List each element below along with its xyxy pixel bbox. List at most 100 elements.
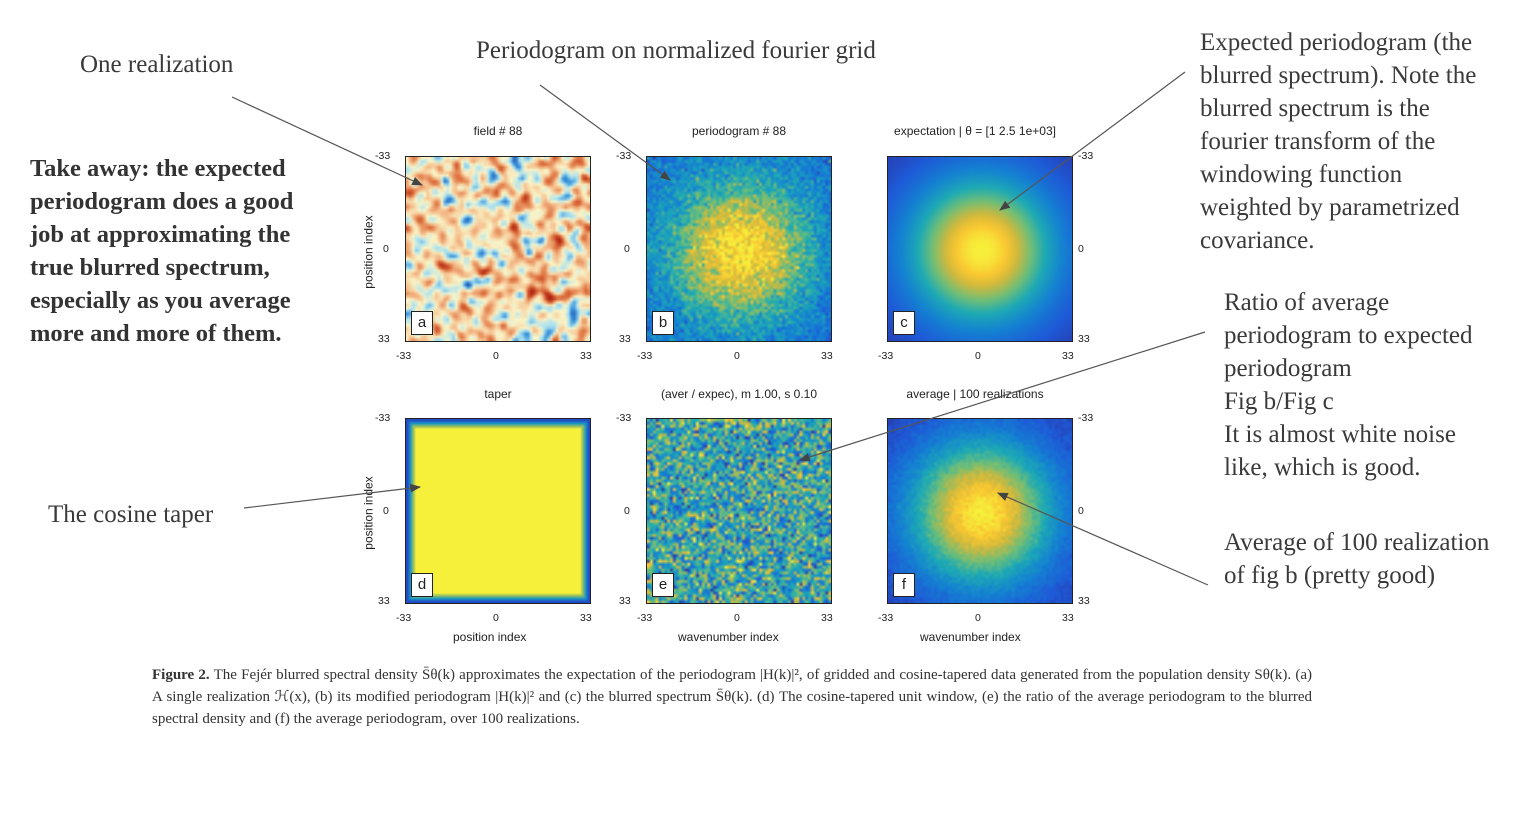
ytick-a-mid: 0 bbox=[383, 243, 389, 255]
average-heatmap bbox=[888, 419, 1072, 603]
annotation-line: periodogram bbox=[1224, 355, 1352, 382]
annotation-line: windowing function bbox=[1200, 161, 1403, 188]
ytick-a-high: 33 bbox=[378, 333, 390, 345]
caption-text: The Fejér blurred spectral density S̄θ(k… bbox=[152, 667, 1313, 727]
ytick-e-high: 33 bbox=[619, 595, 631, 607]
xtick-b-mid: 0 bbox=[734, 350, 740, 362]
takeaway-line: true blurred spectrum, bbox=[30, 254, 270, 281]
xtick-a-high: 33 bbox=[580, 350, 592, 362]
xtick-c-high: 33 bbox=[1062, 350, 1074, 362]
panel-title-d: taper bbox=[484, 387, 512, 401]
takeaway-text: Take away: the expected periodogram does… bbox=[30, 152, 293, 350]
panel-ratio: e bbox=[646, 418, 832, 604]
takeaway-line: more and more of them. bbox=[30, 320, 282, 347]
ytick-f-high: 33 bbox=[1078, 595, 1090, 607]
takeaway-line: job at approximating the bbox=[30, 221, 291, 248]
panel-label-e: e bbox=[652, 573, 674, 597]
ytick-e-low: -33 bbox=[616, 412, 632, 424]
annotation-line: Fig b/Fig c bbox=[1224, 388, 1334, 415]
figure-caption: Figure 2. The Fejér blurred spectral den… bbox=[152, 664, 1312, 730]
arrow-cosine-taper bbox=[243, 483, 422, 509]
annotation-periodogram-grid: Periodogram on normalized fourier grid bbox=[476, 37, 876, 64]
panel-taper: d bbox=[405, 418, 591, 604]
annotation-line: weighted by parametrized bbox=[1200, 194, 1460, 221]
annotation-one-realization: One realization bbox=[80, 51, 234, 78]
ytick-b-low: -33 bbox=[616, 150, 632, 162]
annotation-line: blurred spectrum). Note the bbox=[1200, 62, 1477, 89]
caption-label: Figure 2. bbox=[152, 667, 210, 683]
ytick-a-low: -33 bbox=[375, 150, 391, 162]
panel-label-b: b bbox=[652, 311, 674, 335]
ytick-e-mid: 0 bbox=[624, 505, 630, 517]
xtick-a-mid: 0 bbox=[493, 350, 499, 362]
ytick-b-high: 33 bbox=[619, 333, 631, 345]
annotation-line: Average of 100 realization bbox=[1224, 529, 1490, 556]
panel-expectation: c bbox=[887, 156, 1073, 342]
xtick-b-high: 33 bbox=[821, 350, 833, 362]
annotation-line: Ratio of average bbox=[1224, 289, 1390, 316]
xtick-f-high: 33 bbox=[1062, 612, 1074, 624]
xlabel-wavenumber-index-f: wavenumber index bbox=[920, 630, 1021, 644]
panel-title-f: average | 100 realizations bbox=[906, 387, 1044, 401]
arrow-average bbox=[997, 492, 1209, 586]
panel-label-c: c bbox=[893, 311, 915, 335]
arrow-ratio bbox=[798, 331, 1206, 462]
xtick-c-low: -33 bbox=[878, 350, 894, 362]
ytick-b-mid: 0 bbox=[624, 243, 630, 255]
ytick-f-mid: 0 bbox=[1078, 505, 1084, 517]
arrow-periodogram bbox=[539, 84, 671, 181]
xtick-d-high: 33 bbox=[580, 612, 592, 624]
ytick-d-high: 33 bbox=[378, 595, 390, 607]
arrow-expected bbox=[999, 71, 1186, 211]
panel-periodogram: b bbox=[646, 156, 832, 342]
annotation-expected-periodogram: Expected periodogram (the blurred spectr… bbox=[1200, 26, 1476, 257]
xtick-a-low: -33 bbox=[396, 350, 412, 362]
annotation-line: like, which is good. bbox=[1224, 454, 1421, 481]
annotation-line: covariance. bbox=[1200, 227, 1315, 254]
xtick-e-low: -33 bbox=[637, 612, 653, 624]
annotation-line: fourier transform of the bbox=[1200, 128, 1436, 155]
panel-title-a: field # 88 bbox=[473, 124, 523, 138]
xtick-d-low: -33 bbox=[396, 612, 412, 624]
arrow-one-realization bbox=[231, 96, 423, 186]
panel-field: a bbox=[405, 156, 591, 342]
annotation-line: of fig b (pretty good) bbox=[1224, 562, 1436, 589]
xtick-e-high: 33 bbox=[821, 612, 833, 624]
takeaway-line: Take away: the expected bbox=[30, 155, 286, 182]
annotation-ratio: Ratio of average periodogram to expected… bbox=[1224, 286, 1473, 484]
xtick-e-mid: 0 bbox=[734, 612, 740, 624]
panel-title-e: (aver / expec), m 1.00, s 0.10 bbox=[660, 387, 818, 401]
xtick-f-mid: 0 bbox=[975, 612, 981, 624]
panel-title-c: expectation | θ = [1 2.5 1e+03] bbox=[894, 124, 1056, 138]
ytick-c-mid: 0 bbox=[1078, 243, 1084, 255]
taper-heatmap bbox=[406, 419, 590, 603]
annotation-line: Expected periodogram (the bbox=[1200, 29, 1473, 56]
annotation-line: periodogram to expected bbox=[1224, 322, 1473, 349]
takeaway-line: especially as you average bbox=[30, 287, 291, 314]
ytick-c-high: 33 bbox=[1078, 333, 1090, 345]
panel-title-b: periodogram # 88 bbox=[691, 124, 787, 138]
xtick-c-mid: 0 bbox=[975, 350, 981, 362]
annotation-cosine-taper: The cosine taper bbox=[48, 501, 214, 528]
takeaway-line: periodogram does a good bbox=[30, 188, 294, 215]
expectation-heatmap bbox=[888, 157, 1072, 341]
ratio-heatmap bbox=[647, 419, 831, 603]
ytick-d-low: -33 bbox=[375, 412, 391, 424]
ytick-c-low: -33 bbox=[1078, 150, 1094, 162]
xlabel-position-index: position index bbox=[453, 630, 527, 644]
xtick-f-low: -33 bbox=[878, 612, 894, 624]
panel-average: f bbox=[887, 418, 1073, 604]
periodogram-heatmap bbox=[647, 157, 831, 341]
xtick-d-mid: 0 bbox=[493, 612, 499, 624]
field-heatmap bbox=[406, 157, 590, 341]
xtick-b-low: -33 bbox=[637, 350, 653, 362]
panel-label-a: a bbox=[411, 311, 433, 335]
annotation-line: It is almost white noise bbox=[1224, 421, 1456, 448]
xlabel-wavenumber-index-e: wavenumber index bbox=[678, 630, 779, 644]
annotation-average: Average of 100 realization of fig b (pre… bbox=[1224, 526, 1489, 592]
ytick-f-low: -33 bbox=[1078, 412, 1094, 424]
ytick-d-mid: 0 bbox=[383, 505, 389, 517]
annotation-line: blurred spectrum is the bbox=[1200, 95, 1430, 122]
panel-label-d: d bbox=[411, 573, 433, 597]
